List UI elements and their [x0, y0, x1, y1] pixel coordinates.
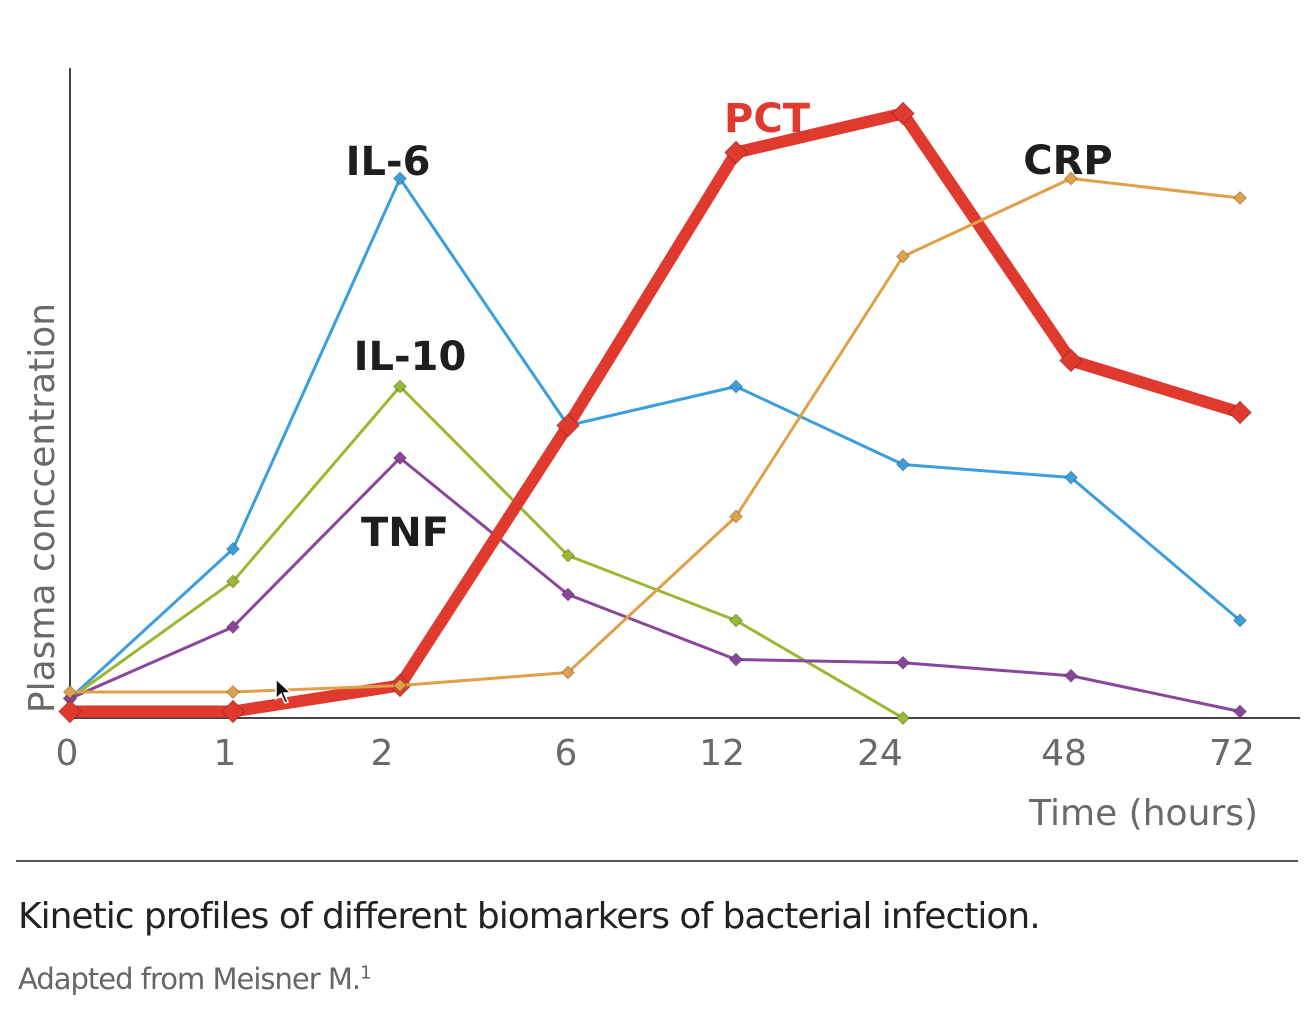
- data-point: [560, 587, 576, 602]
- series-crp: [62, 171, 1248, 700]
- data-point: [1063, 470, 1079, 485]
- data-point: [560, 665, 576, 680]
- x-tick-label: 48: [1041, 733, 1087, 774]
- data-point: [1232, 190, 1248, 206]
- series-line: [69, 385, 904, 720]
- x-tick-label: 6: [555, 733, 578, 774]
- mouse-cursor-icon: [275, 678, 293, 704]
- data-point: [1063, 171, 1079, 186]
- series-pct: [57, 101, 1253, 724]
- x-tick-label: 24: [857, 733, 903, 774]
- data-point: [890, 101, 916, 126]
- series-line: [69, 456, 1241, 713]
- data-point: [1058, 348, 1084, 373]
- x-tick-label: 2: [371, 733, 394, 774]
- data-point: [728, 652, 744, 667]
- data-point: [895, 249, 911, 264]
- data-point: [62, 684, 78, 700]
- series-il-6: [62, 171, 1248, 706]
- series-label: IL-10: [354, 334, 467, 380]
- data-point: [392, 171, 408, 186]
- series-label: IL-6: [346, 139, 431, 185]
- data-point: [1227, 400, 1253, 425]
- source-note: Adapted from Meisner M.1: [18, 962, 372, 996]
- series-label: TNF: [361, 510, 449, 556]
- data-point: [1232, 704, 1248, 719]
- source-reference: 1: [360, 962, 371, 984]
- data-point: [392, 450, 408, 466]
- series-line: [70, 177, 1241, 694]
- series-line: [70, 107, 1242, 718]
- data-point: [728, 379, 744, 394]
- data-point: [392, 379, 408, 394]
- data-point: [220, 699, 246, 724]
- x-tick-label: 12: [699, 733, 745, 774]
- data-point: [1063, 668, 1079, 683]
- y-axis-title: Plasma conccentration: [22, 303, 63, 713]
- data-point: [555, 413, 581, 438]
- series-line: [68, 177, 1241, 700]
- data-point: [225, 541, 241, 557]
- x-axis-title: Time (hours): [1028, 793, 1258, 834]
- data-point: [895, 457, 911, 472]
- data-point: [728, 613, 744, 628]
- data-point: [62, 691, 78, 706]
- data-point: [723, 140, 749, 165]
- series-tnf: [62, 450, 1248, 719]
- series-label: CRP: [1023, 138, 1112, 184]
- data-point: [895, 655, 911, 670]
- figure-caption: Kinetic profiles of different biomarkers…: [18, 896, 1041, 937]
- data-point: [225, 684, 241, 700]
- data-point: [57, 699, 83, 724]
- data-point: [1232, 613, 1248, 628]
- data-point: [225, 619, 241, 635]
- data-point: [392, 678, 408, 693]
- data-point: [895, 710, 911, 726]
- data-point: [560, 548, 576, 563]
- series-label: PCT: [724, 96, 811, 142]
- data-point: [225, 574, 241, 589]
- x-tick-label: 1: [214, 733, 237, 774]
- x-tick-label: 72: [1209, 733, 1255, 774]
- source-text: Adapted from Meisner M.: [18, 962, 361, 996]
- data-point: [728, 509, 744, 524]
- divider: [16, 860, 1298, 862]
- x-tick-label: 0: [56, 733, 79, 774]
